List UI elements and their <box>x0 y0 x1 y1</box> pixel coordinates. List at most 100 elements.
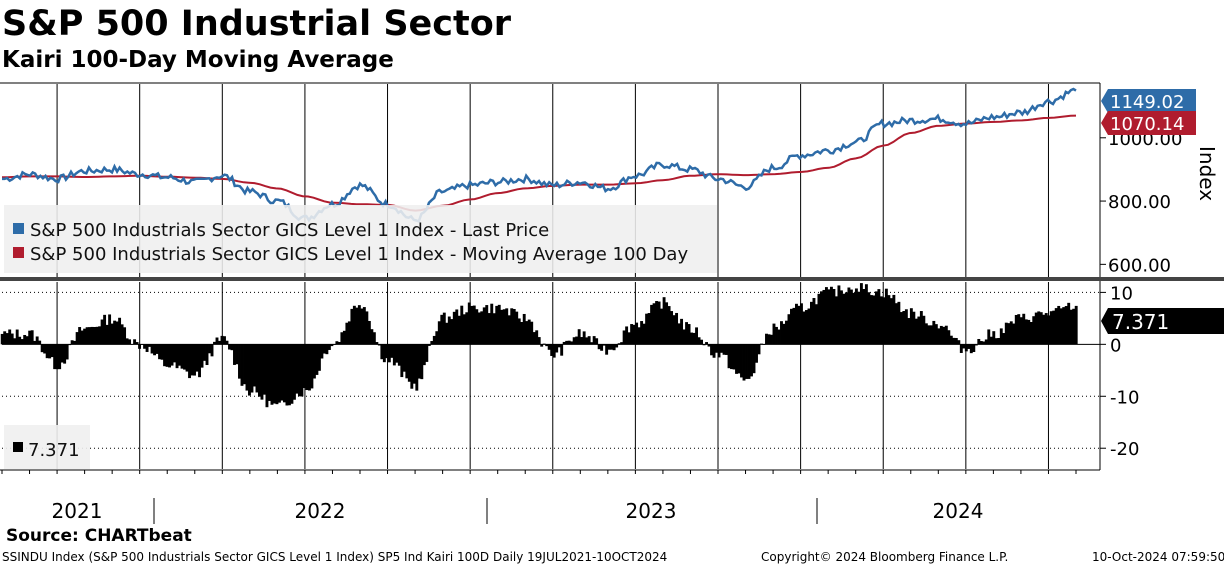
kairi-bar <box>258 344 261 397</box>
kairi-bar <box>30 330 34 345</box>
kairi-bar <box>939 325 943 345</box>
legend-label-ma: S&P 500 Industrials Sector GICS Level 1 … <box>30 244 688 265</box>
legend-label-kairi: 7.371 <box>28 440 80 461</box>
kairi-bar <box>675 312 679 345</box>
kairi-bar <box>765 333 768 345</box>
kairi-bar <box>934 324 938 345</box>
kairi-bar <box>662 297 666 345</box>
kairi-bar <box>133 339 137 345</box>
kairi-bar <box>100 319 104 345</box>
kairi-bar <box>507 315 511 345</box>
kairi-bar <box>565 340 569 345</box>
kairi-bar <box>527 319 531 345</box>
kairi-bar <box>13 338 17 345</box>
kairi-bar <box>610 344 614 350</box>
kairi-bar <box>839 290 843 345</box>
kairi-bar <box>188 344 191 379</box>
kairi-bar <box>185 344 189 372</box>
kairi-bar <box>889 298 893 345</box>
kairi-bar <box>805 310 808 345</box>
kairi-bar <box>992 331 996 345</box>
kairi-bar <box>485 305 489 345</box>
kairi-bar <box>1037 311 1041 345</box>
kairi-bar <box>392 344 396 366</box>
kairi-bar <box>377 344 381 346</box>
kairi-bar <box>952 337 956 345</box>
kairi-bar <box>58 344 62 370</box>
kairi-bar <box>560 344 564 356</box>
kairi-bar <box>1027 319 1031 345</box>
kairi-bar <box>123 327 127 345</box>
kairi-bar <box>215 337 219 345</box>
kairi-bar <box>874 291 878 345</box>
kairi-bar <box>153 344 157 356</box>
kairi-bar <box>400 344 404 378</box>
kairi-bar <box>238 344 241 379</box>
kairi-bar <box>223 336 226 345</box>
kairi-bar <box>230 344 234 351</box>
kairi-bar <box>63 344 67 364</box>
kairi-bar <box>93 327 97 345</box>
kairi-bar <box>1039 312 1043 345</box>
kairi-bar <box>263 344 266 395</box>
kairi-bar <box>655 301 659 345</box>
panel-divider <box>0 277 1224 281</box>
kairi-bar <box>1064 306 1068 345</box>
kairi-bar <box>1067 302 1071 345</box>
kairi-bar <box>277 344 281 403</box>
kairi-bar <box>427 344 431 346</box>
kairi-bar <box>300 344 304 397</box>
kairi-bar <box>452 311 456 345</box>
kairi-bar <box>969 344 973 354</box>
kairi-bar <box>55 344 59 370</box>
kairi-bar <box>647 313 651 345</box>
kairi-bar <box>947 330 951 345</box>
kairi-bar <box>312 344 316 379</box>
kairi-bar <box>1002 333 1006 345</box>
kairi-bar <box>295 344 299 394</box>
legend-swatch-price <box>13 223 24 234</box>
kairi-bar <box>572 337 576 345</box>
kairi-bar <box>282 344 286 403</box>
kairi-bar <box>233 344 236 365</box>
kairi-bar <box>273 344 276 404</box>
kairi-bar <box>602 344 606 346</box>
kairi-bar <box>367 320 371 345</box>
kairi-bar <box>837 285 841 345</box>
kairi-bar <box>819 291 823 345</box>
ma-100-line <box>1 114 1077 212</box>
last-ma-value: 1070.14 <box>1110 114 1184 135</box>
kairi-bar <box>707 344 711 347</box>
kairi-bar <box>302 344 306 389</box>
kairi-bar <box>43 344 47 354</box>
kairi-bar <box>635 322 639 345</box>
kairi-bar <box>510 308 514 345</box>
kairi-bar <box>705 342 708 345</box>
kairi-bar <box>213 341 216 345</box>
kairi-bar <box>897 301 901 345</box>
kairi-bar <box>38 340 42 345</box>
kairi-bar <box>570 341 574 345</box>
kairi-bar <box>360 308 364 345</box>
kairi-bar <box>417 344 421 379</box>
last-ma-tag <box>1101 111 1196 135</box>
kairi-bar <box>849 289 853 345</box>
kairi-bar <box>410 344 414 389</box>
kairi-bar <box>1012 323 1016 345</box>
kairi-bar <box>997 337 1001 345</box>
kairi-bar <box>305 344 309 391</box>
kairi-bar <box>195 344 199 372</box>
kairi-y-ticks: 10 0 -10 -20 <box>2 283 1139 460</box>
kairi-bar <box>792 307 796 345</box>
kairi-bar <box>495 305 499 345</box>
kairi-bar <box>113 320 117 345</box>
kairi-bar <box>894 303 898 345</box>
legend-label-price: S&P 500 Industrials Sector GICS Level 1 … <box>30 220 549 241</box>
kairi-bar <box>120 324 124 345</box>
kairi-bar <box>345 322 349 345</box>
kairi-bar <box>315 344 319 375</box>
kairi-bar <box>375 342 379 345</box>
kairi-bar <box>432 335 436 345</box>
footer-timestamp: 10-Oct-2024 07:59:50 <box>1092 550 1224 564</box>
kairi-bar <box>715 344 718 353</box>
